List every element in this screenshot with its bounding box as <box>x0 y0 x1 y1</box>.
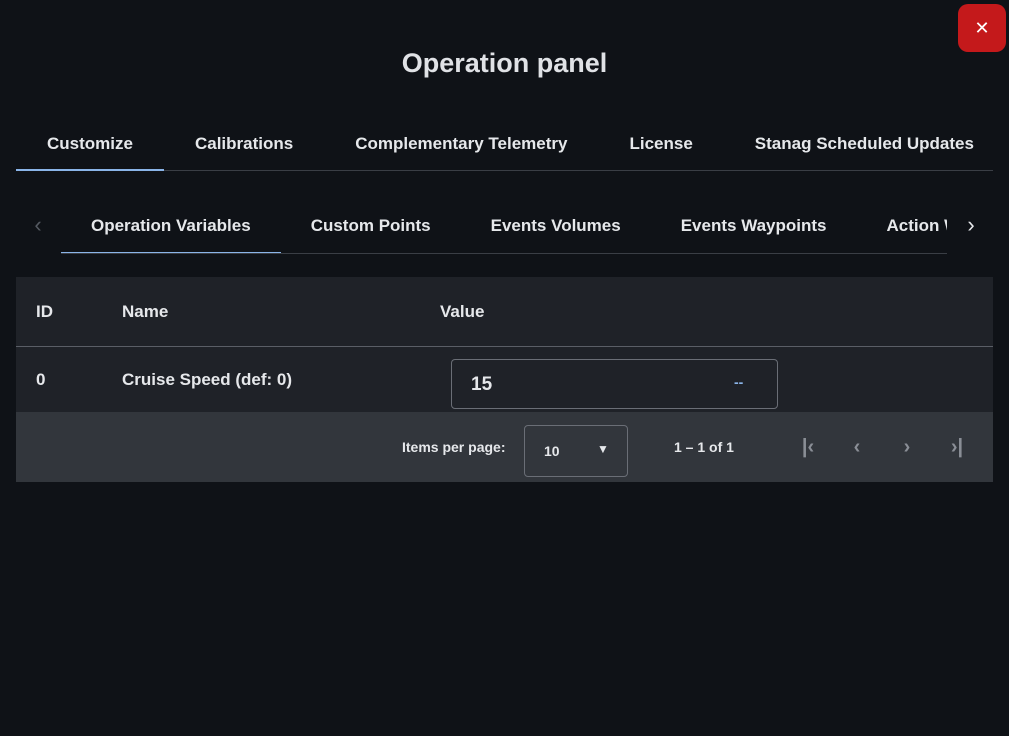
first-page-button[interactable]: |‹ <box>793 432 823 462</box>
previous-page-button[interactable]: ‹ <box>842 432 872 462</box>
page-size-value: 10 <box>544 443 560 459</box>
dropdown-arrow-icon: ▼ <box>597 442 609 456</box>
row-name: Cruise Speed (def: 0) <box>122 369 293 389</box>
page-range: 1 – 1 of 1 <box>674 439 734 455</box>
chevron-left-icon: ‹ <box>853 435 861 458</box>
first-page-icon: |‹ <box>801 435 815 458</box>
subtab-action-waypoints[interactable]: Action Wa <box>886 215 947 235</box>
tab-complementary-telemetry[interactable]: Complementary Telemetry <box>355 134 568 153</box>
last-page-icon: ›| <box>950 435 964 458</box>
tab-stanag-scheduled-updates[interactable]: Stanag Scheduled Updates <box>754 134 974 153</box>
value-unit: -- <box>734 374 744 390</box>
value-text: 15 <box>471 374 493 395</box>
close-button[interactable]: ✕ <box>958 4 1006 52</box>
tab-calibrations[interactable]: Calibrations <box>194 134 294 153</box>
row-id: 0 <box>36 369 46 389</box>
subtab-operation-variables[interactable]: Operation Variables <box>61 198 281 253</box>
value-input[interactable]: 15 -- <box>451 359 778 409</box>
chevron-right-icon: › <box>903 435 911 458</box>
column-id: ID <box>36 301 53 321</box>
column-name: Name <box>122 301 169 321</box>
subtab-custom-points[interactable]: Custom Points <box>310 215 431 235</box>
dialog-title: Operation panel <box>401 48 608 78</box>
variables-table: ID Name Value 0 Cruise Speed (def: 0) 15… <box>16 277 993 482</box>
next-page-button[interactable]: › <box>892 432 922 462</box>
chevron-right-icon: › <box>967 212 975 237</box>
subtab-events-waypoints[interactable]: Events Waypoints <box>680 215 827 235</box>
tab-customize[interactable]: Customize <box>16 118 164 171</box>
sub-tabs: ‹ Operation Variables Custom Points Even… <box>16 198 993 254</box>
items-per-page-label: Items per page: <box>402 439 506 455</box>
last-page-button[interactable]: ›| <box>942 432 972 462</box>
main-tabs: Customize Calibrations Complementary Tel… <box>16 118 993 171</box>
paginator: Items per page: 10 ▼ 1 – 1 of 1 |‹ ‹ › ›… <box>16 412 993 482</box>
column-value: Value <box>440 301 485 321</box>
scroll-left-button[interactable]: ‹ <box>18 198 58 252</box>
page-size-select[interactable]: 10 ▼ <box>524 425 628 477</box>
close-icon: ✕ <box>974 17 990 38</box>
table-header: ID Name Value <box>16 277 993 347</box>
subtab-events-volumes[interactable]: Events Volumes <box>490 215 621 235</box>
tab-license[interactable]: License <box>629 134 693 153</box>
table-row: 0 Cruise Speed (def: 0) 15 -- <box>16 347 993 412</box>
chevron-left-icon: ‹ <box>34 212 42 237</box>
scroll-right-button[interactable]: › <box>951 198 991 252</box>
